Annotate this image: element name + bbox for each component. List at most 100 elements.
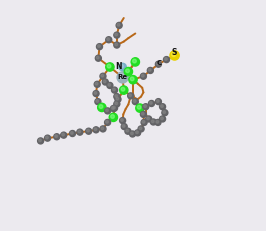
Circle shape <box>155 119 161 125</box>
Circle shape <box>117 72 128 83</box>
Text: N: N <box>115 62 122 70</box>
Circle shape <box>39 139 41 142</box>
Circle shape <box>131 132 133 135</box>
Circle shape <box>130 77 134 81</box>
Circle shape <box>126 129 129 132</box>
Circle shape <box>121 87 125 91</box>
Circle shape <box>96 56 99 59</box>
Circle shape <box>115 96 121 102</box>
Circle shape <box>105 119 111 125</box>
Circle shape <box>94 81 100 87</box>
Text: S: S <box>172 48 177 57</box>
Circle shape <box>86 128 92 134</box>
Circle shape <box>115 95 118 97</box>
Circle shape <box>115 102 118 105</box>
Circle shape <box>111 115 114 118</box>
Circle shape <box>133 59 136 63</box>
Circle shape <box>38 138 44 144</box>
Circle shape <box>108 84 111 86</box>
Circle shape <box>105 108 111 114</box>
Circle shape <box>160 104 165 110</box>
Circle shape <box>172 52 176 57</box>
Circle shape <box>111 107 114 109</box>
Circle shape <box>113 106 115 109</box>
Circle shape <box>143 104 149 110</box>
Circle shape <box>132 99 138 105</box>
Circle shape <box>144 105 147 107</box>
Circle shape <box>138 126 144 132</box>
Circle shape <box>124 67 132 76</box>
Circle shape <box>94 92 97 94</box>
Circle shape <box>94 128 97 131</box>
Circle shape <box>161 105 163 107</box>
Circle shape <box>95 82 98 85</box>
Circle shape <box>149 102 152 104</box>
Circle shape <box>147 67 153 73</box>
Circle shape <box>165 58 167 60</box>
Circle shape <box>163 111 166 113</box>
Circle shape <box>131 58 139 66</box>
Circle shape <box>136 104 144 112</box>
Circle shape <box>130 131 136 137</box>
Circle shape <box>146 116 152 122</box>
Circle shape <box>135 130 141 136</box>
Circle shape <box>98 45 100 47</box>
Circle shape <box>156 121 159 123</box>
Circle shape <box>116 97 119 100</box>
Circle shape <box>128 93 134 99</box>
Circle shape <box>142 112 144 115</box>
Circle shape <box>119 74 124 79</box>
Circle shape <box>136 131 138 134</box>
Circle shape <box>120 65 123 68</box>
Circle shape <box>156 62 159 65</box>
Circle shape <box>62 133 64 136</box>
Circle shape <box>129 76 137 84</box>
Circle shape <box>114 94 120 100</box>
Circle shape <box>111 105 118 111</box>
Circle shape <box>99 105 103 109</box>
Circle shape <box>139 127 142 130</box>
Circle shape <box>111 87 118 93</box>
Circle shape <box>61 132 67 138</box>
Circle shape <box>142 74 144 77</box>
Circle shape <box>114 32 120 38</box>
Circle shape <box>95 99 101 105</box>
Circle shape <box>119 63 126 71</box>
Circle shape <box>155 61 161 67</box>
Circle shape <box>96 100 99 102</box>
Circle shape <box>107 82 113 88</box>
Circle shape <box>115 33 118 36</box>
Circle shape <box>142 121 145 123</box>
Circle shape <box>141 119 147 125</box>
Circle shape <box>114 101 120 107</box>
Circle shape <box>126 69 130 73</box>
Circle shape <box>107 38 110 40</box>
Circle shape <box>100 73 106 79</box>
Circle shape <box>148 69 151 71</box>
Circle shape <box>155 99 161 105</box>
Circle shape <box>100 126 106 132</box>
Text: C: C <box>156 60 161 66</box>
Text: Re: Re <box>118 74 128 80</box>
Circle shape <box>106 121 108 123</box>
Circle shape <box>133 100 136 102</box>
Circle shape <box>117 24 120 26</box>
Circle shape <box>125 128 131 134</box>
Circle shape <box>103 80 106 83</box>
Circle shape <box>70 132 73 134</box>
Circle shape <box>160 116 165 122</box>
Circle shape <box>115 43 118 46</box>
Circle shape <box>106 109 108 112</box>
Circle shape <box>69 131 76 137</box>
Circle shape <box>54 134 60 140</box>
Circle shape <box>129 94 131 97</box>
Circle shape <box>114 42 120 48</box>
Circle shape <box>162 110 168 116</box>
Circle shape <box>122 125 125 127</box>
Circle shape <box>106 63 114 71</box>
Circle shape <box>120 86 128 94</box>
Circle shape <box>87 129 89 132</box>
Circle shape <box>137 105 141 109</box>
Circle shape <box>102 79 108 85</box>
Circle shape <box>78 130 81 133</box>
